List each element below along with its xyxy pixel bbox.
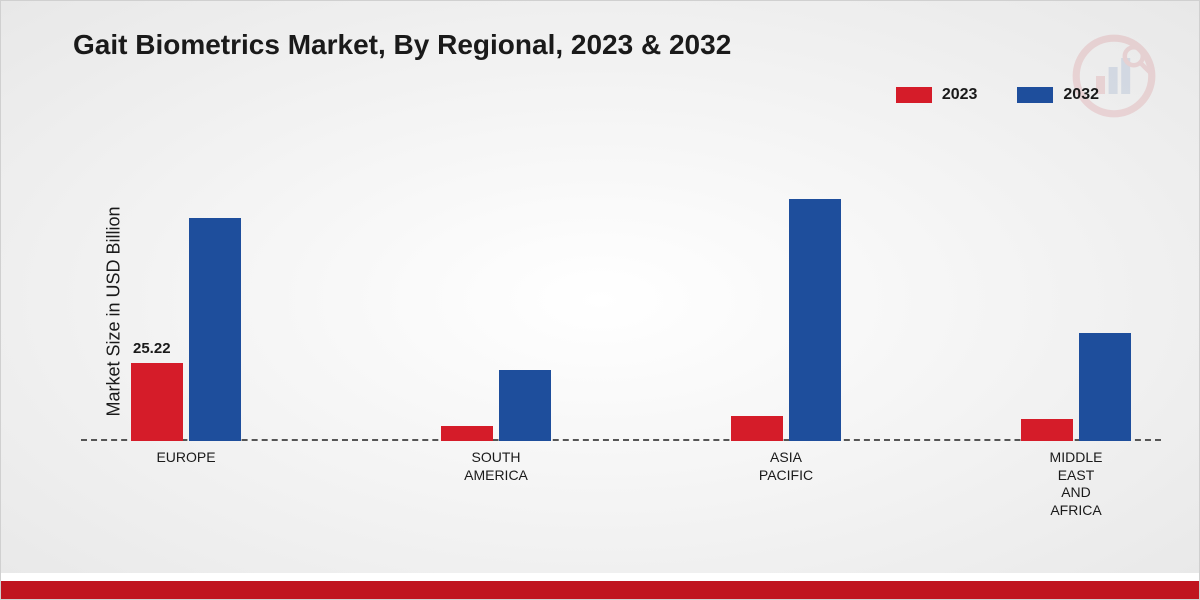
bar xyxy=(441,426,493,442)
bar-group: 25.22 xyxy=(131,218,241,441)
bar xyxy=(1021,419,1073,441)
bar-group xyxy=(731,199,841,441)
legend-item-2032: 2032 xyxy=(1017,86,1099,104)
bar-value-label: 25.22 xyxy=(133,340,171,357)
bar-group xyxy=(1021,333,1131,442)
bar xyxy=(731,416,783,441)
x-axis-tick-label: MIDDLE EAST AND AFRICA xyxy=(1050,449,1103,519)
legend-swatch-2032 xyxy=(1017,87,1053,103)
legend: 2023 2032 xyxy=(896,86,1099,104)
legend-swatch-2023 xyxy=(896,87,932,103)
bar-group xyxy=(441,370,551,441)
footer-divider-light xyxy=(1,573,1199,581)
watermark-icon xyxy=(1069,31,1159,121)
chart-container: Gait Biometrics Market, By Regional, 202… xyxy=(0,0,1200,600)
bar xyxy=(499,370,551,441)
x-axis-tick-label: SOUTH AMERICA xyxy=(464,449,528,484)
legend-label-2023: 2023 xyxy=(942,86,978,104)
bar xyxy=(789,199,841,441)
bar xyxy=(189,218,241,441)
legend-label-2032: 2032 xyxy=(1063,86,1099,104)
bar xyxy=(131,363,183,441)
x-axis-tick-label: ASIA PACIFIC xyxy=(759,449,813,484)
bar xyxy=(1079,333,1131,442)
x-axis-tick-label: EUROPE xyxy=(156,449,215,467)
legend-item-2023: 2023 xyxy=(896,86,978,104)
baseline xyxy=(81,439,1161,441)
chart-title: Gait Biometrics Market, By Regional, 202… xyxy=(73,29,731,61)
plot-area: 25.22 xyxy=(81,131,1161,441)
footer-divider-dark xyxy=(1,581,1199,599)
